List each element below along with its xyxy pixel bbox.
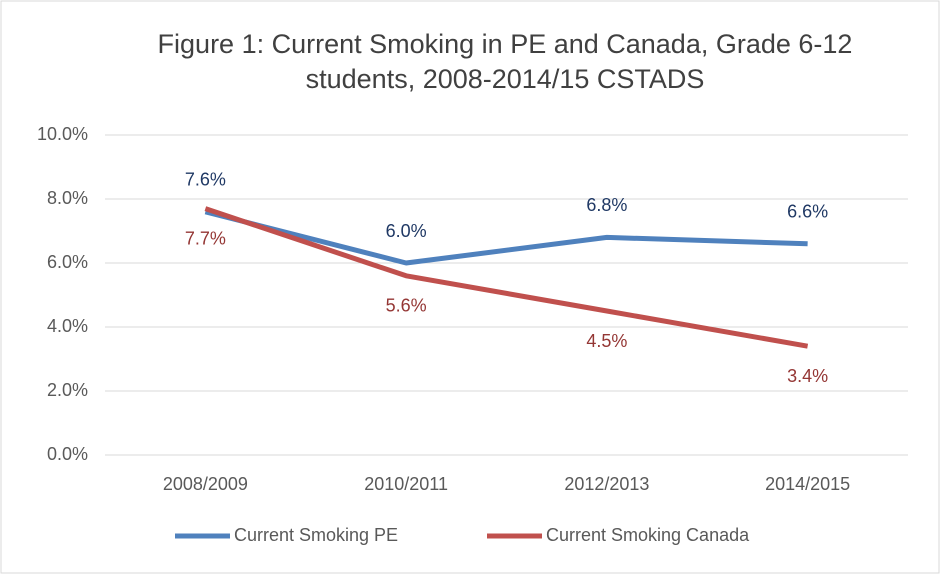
- x-tick-label: 2010/2011: [364, 474, 448, 494]
- data-label: 7.6%: [185, 170, 226, 190]
- x-tick-label: 2012/2013: [564, 474, 649, 494]
- x-tick-label: 2008/2009: [163, 474, 248, 494]
- data-label: 6.0%: [386, 221, 427, 241]
- series-line: [204, 206, 809, 349]
- y-tick-label: 8.0%: [47, 188, 88, 208]
- series-line: [204, 209, 808, 266]
- data-label: 4.5%: [586, 331, 627, 351]
- data-label: 6.8%: [586, 195, 627, 215]
- data-label: 6.6%: [787, 202, 828, 222]
- y-tick-label: 2.0%: [47, 380, 88, 400]
- data-label: 7.7%: [185, 228, 226, 248]
- y-tick-label: 4.0%: [47, 316, 88, 336]
- y-tick-label: 0.0%: [47, 444, 88, 464]
- y-tick-label: 10.0%: [37, 124, 88, 144]
- y-tick-label: 6.0%: [47, 252, 88, 272]
- chart-title: students, 2008-2014/15 CSTADS: [306, 64, 705, 94]
- legend-label: Current Smoking Canada: [546, 525, 750, 545]
- data-label: 3.4%: [787, 366, 828, 386]
- x-tick-label: 2014/2015: [765, 474, 850, 494]
- data-label: 5.6%: [386, 296, 427, 316]
- chart-title: Figure 1: Current Smoking in PE and Cana…: [158, 29, 853, 59]
- legend-label: Current Smoking PE: [234, 525, 398, 545]
